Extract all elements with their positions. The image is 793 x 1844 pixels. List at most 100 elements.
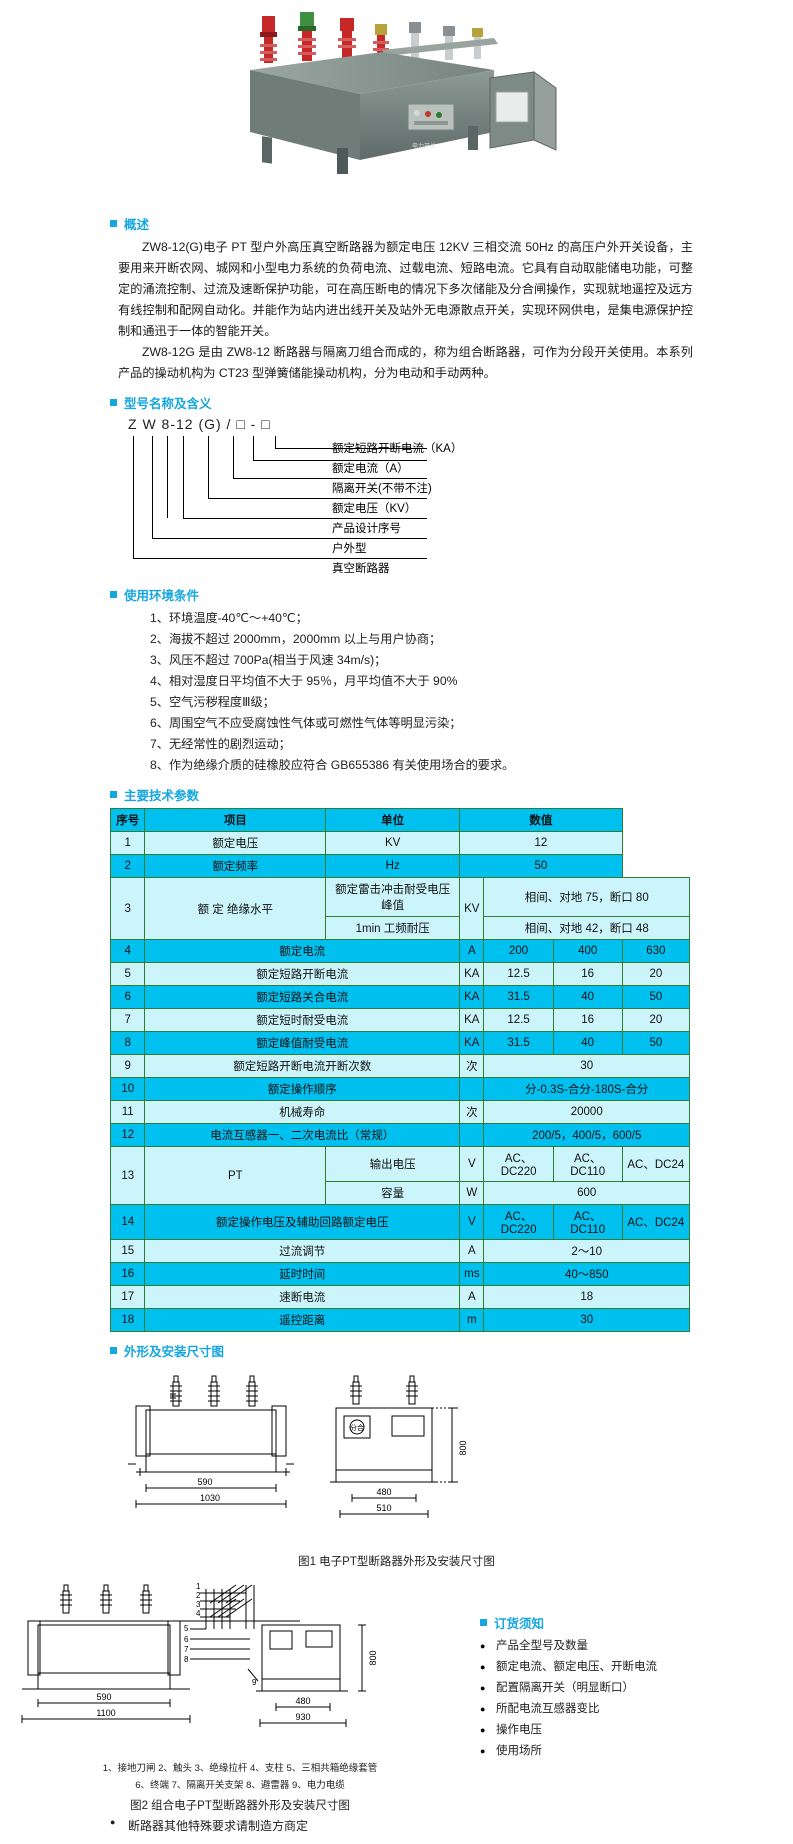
ordering-item: 所配电流互感器变比 — [480, 1701, 730, 1717]
technical-parameters-table: 序号 项目 单位 数值 1 额定电压 KV 12 2 额定频率 Hz 50 3 … — [109, 808, 691, 1332]
row-value-3: 50 — [621, 1031, 691, 1055]
table-header-row: 序号 项目 单位 数值 — [109, 808, 690, 832]
fig2-callout-3: 3 — [196, 1600, 201, 1609]
row-item: 额定操作电压及辅助回路额定电压 — [144, 1204, 461, 1240]
row-value-2: 16 — [552, 1008, 623, 1032]
row-value-2: AC、DC110 — [552, 1146, 623, 1182]
fig2-callout-2: 2 — [196, 1591, 201, 1600]
figure-1-area: 590 1030 — [0, 1364, 793, 1569]
row-value: 分-0.3S-合分-180S-合分 — [483, 1077, 690, 1101]
condition-item: 2、海拔不超过 2000mm，2000mm 以上与用户协商； — [150, 632, 442, 646]
fig2-callout-9: 9 — [252, 1678, 257, 1687]
overview-paragraph-2: ZW8-12G 是由 ZW8-12 断路器与隔离刀组合而成的，称为组合断路器，可… — [118, 345, 693, 380]
figure-2-legend-line-2: 6、终端 7、隔离开关支架 8、避雷器 9、电力电缆 — [135, 1780, 345, 1791]
row-value-1: 12.5 — [483, 962, 554, 986]
table-row: 17 速断电流 A 18 — [109, 1285, 690, 1309]
header-no: 序号 — [109, 808, 146, 832]
table-row: 5 额定短路开断电流 KA 12.5 16 20 — [109, 962, 691, 986]
cabinet-label: 电力开关 — [412, 142, 436, 150]
table-row: 15 过流调节 A 2～10 — [109, 1239, 690, 1263]
row-unit: 次 — [459, 1054, 485, 1078]
row-item: 遥控距离 — [144, 1308, 461, 1332]
row-value: 200/5，400/5，600/5 — [483, 1123, 690, 1147]
model-label-5: 户外型 — [332, 543, 367, 555]
row-item: 额定短路开断电流开断次数 — [144, 1054, 461, 1078]
row-value-2: 40 — [552, 985, 623, 1009]
row-value-3: 630 — [621, 939, 691, 963]
row-no: 9 — [109, 1054, 146, 1078]
ordering-title: 订货须知 — [494, 1617, 545, 1631]
figure-2-and-ordering-area: 1 2 3 4 5 6 7 8 9 590 1100 480 930 800 1… — [0, 1569, 793, 1813]
table-row: 10 额定操作顺序 分-0.3S-合分-180S-合分 — [109, 1077, 690, 1101]
row-item: 额定电压 — [144, 831, 327, 855]
condition-item: 1、环境温度-40℃～+40℃； — [150, 611, 308, 625]
fig1-panel-label: 分合 — [350, 1423, 364, 1432]
table-row: 8 额定峰值耐受电流 KA 31.5 40 50 — [109, 1031, 691, 1055]
table-row: 12 电流互感器一、二次电流比（常规） 200/5，400/5，600/5 — [109, 1123, 690, 1147]
fig2-callout-6: 6 — [184, 1635, 189, 1644]
ordering-item: 额定电流、额定电压、开断电流 — [480, 1659, 730, 1675]
table-row: 1 额定电压 KV 12 — [109, 831, 690, 855]
table-row: 6 额定短路关合电流 KA 31.5 40 50 — [109, 985, 691, 1009]
figure-1-caption: 图1 电子PT型断路器外形及安装尺寸图 — [298, 1556, 495, 1568]
ordering-item: 操作电压 — [480, 1722, 730, 1738]
ordering-item: 配置隔离开关（明显断口） — [480, 1680, 730, 1696]
row-item: 速断电流 — [144, 1285, 461, 1309]
row-subitem: 输出电压 — [325, 1146, 461, 1182]
row-item: 额定短路关合电流 — [144, 985, 461, 1009]
fig2-callout-8: 8 — [184, 1655, 189, 1664]
row-no: 8 — [109, 1031, 146, 1055]
table-row: 4 额定电流 A 200 400 630 — [109, 939, 691, 963]
row-no: 11 — [109, 1100, 146, 1124]
dimensions-title: 外形及安装尺寸图 — [124, 1345, 225, 1359]
row-no: 5 — [109, 962, 146, 986]
product-photo-area: 电力开关 — [0, 0, 793, 205]
row-unit: KV — [325, 831, 461, 855]
fig2-dim-480: 480 — [295, 1696, 310, 1706]
model-label-0: 额定短路开断电流（KA） — [332, 443, 463, 455]
row-item: 机械寿命 — [144, 1100, 461, 1124]
row-no: 18 — [109, 1308, 146, 1332]
row-unit — [459, 1077, 485, 1101]
bullet-square-icon — [110, 791, 117, 798]
fig2-dim-800: 800 — [368, 1650, 378, 1665]
fig1-dim-800: 800 — [458, 1440, 468, 1455]
model-label-3: 额定电压（KV） — [332, 503, 417, 515]
condition-item: 6、周围空气不应受腐蚀性气体或可燃性气体等明显污染； — [150, 716, 462, 730]
fig2-callout-5: 5 — [184, 1624, 189, 1633]
bullet-square-icon — [110, 591, 117, 598]
row-value-3: 20 — [621, 1008, 691, 1032]
fig2-dim-1100: 1100 — [96, 1708, 115, 1718]
fig2-dim-930: 930 — [295, 1712, 310, 1722]
section-heading-specs: 主要技术参数 — [110, 785, 793, 804]
row-no: 15 — [109, 1239, 146, 1263]
row-value: 12 — [459, 831, 623, 855]
table-row: 7 额定短时耐受电流 KA 12.5 16 20 — [109, 1008, 691, 1032]
fig1-dim-590: 590 — [197, 1477, 212, 1487]
row-value-3: 20 — [621, 962, 691, 986]
header-value: 数值 — [459, 808, 623, 832]
row-no: 10 — [109, 1077, 146, 1101]
row-item: PT — [144, 1146, 327, 1205]
row-value-1: 31.5 — [483, 985, 554, 1009]
table-row: 2 额定频率 Hz 50 — [109, 854, 690, 878]
row-subitem: 容量 — [325, 1181, 461, 1205]
row-unit: V — [459, 1204, 485, 1240]
row-unit: A — [459, 1285, 485, 1309]
row-no: 1 — [109, 831, 146, 855]
row-value: 600 — [483, 1181, 690, 1205]
section-heading-dimensions: 外形及安装尺寸图 — [110, 1341, 793, 1360]
header-item: 项目 — [144, 808, 327, 832]
row-unit: KV — [459, 877, 485, 940]
ordering-notes-list: 产品全型号及数量 额定电流、额定电压、开断电流 配置隔离开关（明显断口） 所配电… — [480, 1638, 730, 1759]
table-row: 9 额定短路开断电流开断次数 次 30 — [109, 1054, 690, 1078]
figure-2-legend-line-1: 1、接地刀闸 2、触头 3、绝缘拉杆 4、支柱 5、三相共箱绝缘套管 — [102, 1763, 378, 1774]
condition-item: 3、风压不超过 700Pa(相当于风速 34m/s)； — [150, 653, 387, 667]
row-subitem: 1min 工频耐压 — [325, 916, 461, 940]
figure-2-caption: 图2 组合电子PT型断路器外形及安装尺寸图 — [130, 1800, 350, 1812]
model-label-6: 真空断路器 — [332, 563, 390, 575]
row-value-2: 400 — [552, 939, 623, 963]
section-heading-model: 型号名称及含义 — [110, 393, 793, 412]
row-unit: A — [459, 1239, 485, 1263]
row-item: 额定电流 — [144, 939, 461, 963]
